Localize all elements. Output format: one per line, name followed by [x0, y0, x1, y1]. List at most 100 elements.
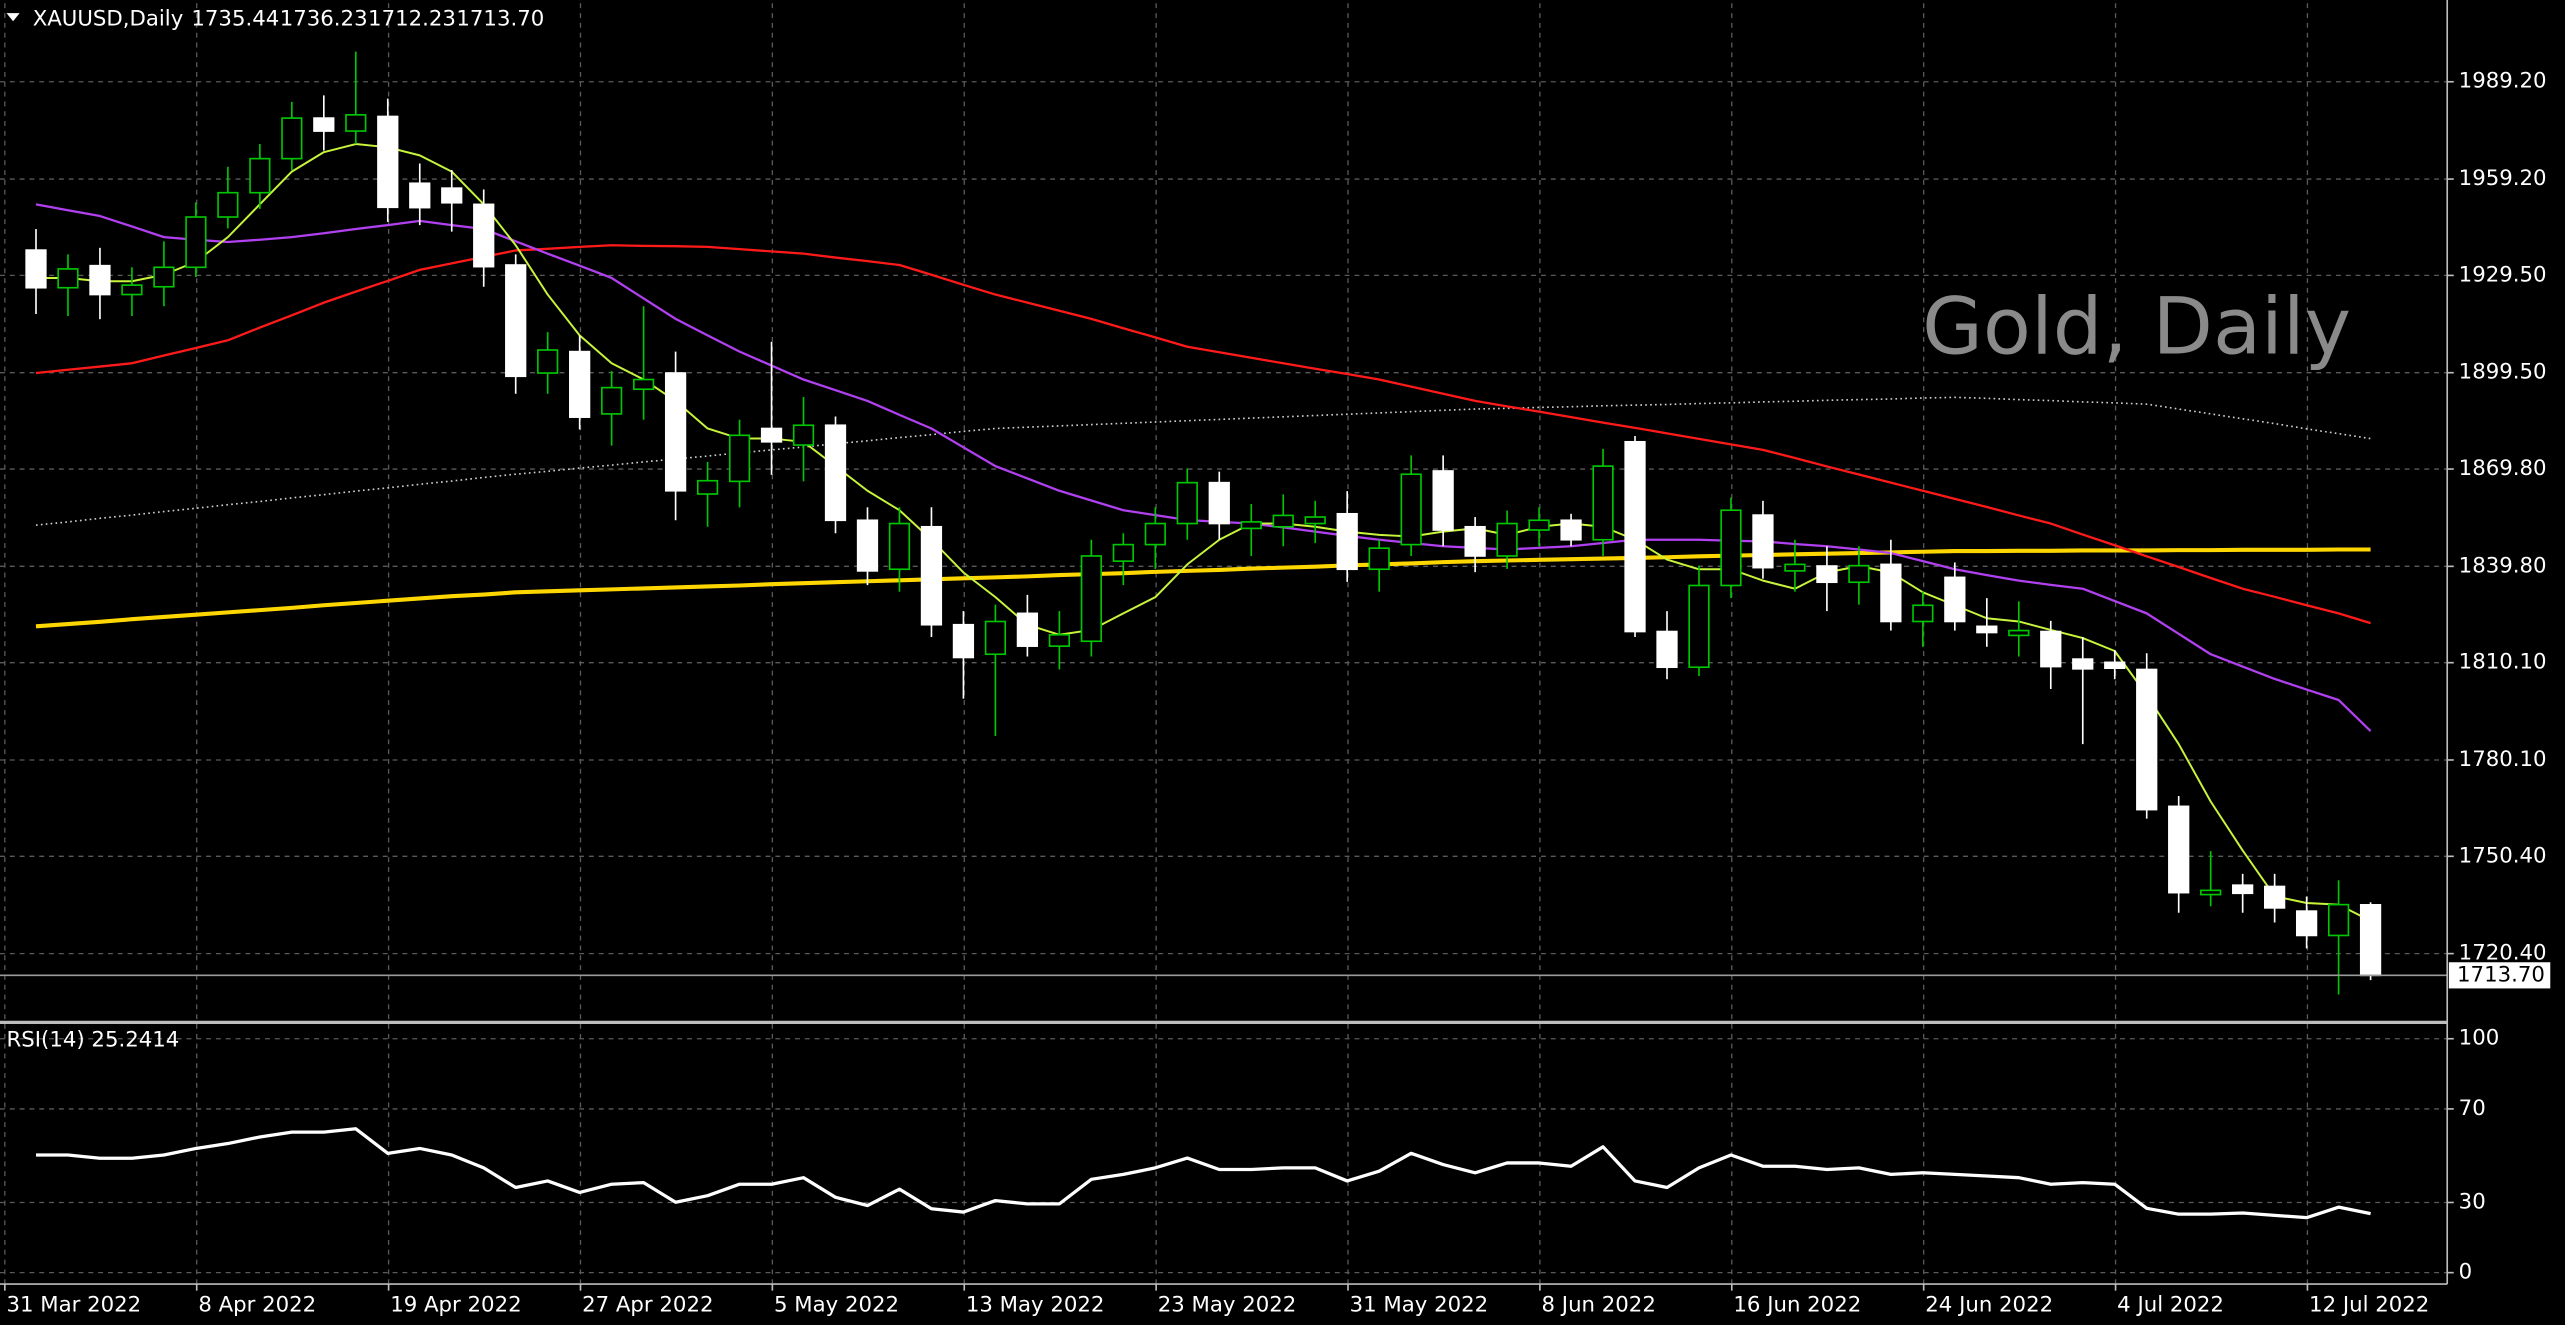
y-tick-label: 1780.10: [2459, 747, 2547, 772]
candle-body: [2295, 910, 2318, 937]
candle-body: [537, 349, 559, 374]
y-tick-label: 70: [2459, 1096, 2486, 1121]
candle-body: [1880, 563, 1902, 623]
candle-body: [25, 249, 47, 289]
candle-body: [441, 187, 463, 204]
menu-arrow[interactable]: [6, 13, 20, 22]
y-tick-label: 1899.50: [2459, 360, 2547, 385]
y-tick-label: 0: [2459, 1260, 2473, 1285]
candle-body: [1432, 470, 1454, 531]
candle-body: [1784, 563, 1806, 572]
x-tick-label: 31 May 2022: [1350, 1292, 1489, 1317]
candle-body: [1048, 633, 1071, 647]
moving-average: [35, 244, 2371, 625]
candle-body: [1496, 522, 1518, 557]
candle-body: [1688, 584, 1710, 669]
ohlc-label: 1735.44: [191, 7, 279, 32]
candle-body: [1400, 473, 1422, 546]
candle-body: [153, 266, 175, 288]
candle-body: [377, 115, 399, 209]
candle-body: [1176, 481, 1198, 525]
candle-body: [1144, 522, 1166, 546]
candle-body: [696, 479, 719, 495]
y-tick-label: 1839.80: [2459, 553, 2547, 578]
candle-body: [569, 350, 591, 418]
candle-body: [2327, 903, 2350, 937]
candle-body: [185, 216, 207, 269]
candle-body: [2232, 884, 2254, 895]
candle-body: [952, 623, 975, 659]
candle-body: [313, 117, 335, 132]
candle-body: [57, 268, 79, 289]
candle-body: [1368, 547, 1390, 571]
x-tick-label: 5 May 2022: [774, 1292, 899, 1317]
rsi-line: [35, 1127, 2371, 1220]
watermark: Gold, Daily: [1922, 281, 2351, 373]
x-tick-label: 4 Jul 2022: [2117, 1292, 2224, 1317]
y-tick-label: 100: [2459, 1026, 2500, 1051]
candle-body: [728, 434, 751, 483]
candle-body: [1528, 519, 1550, 531]
candle-body: [89, 264, 111, 296]
candle-body: [409, 182, 431, 209]
x-tick-label: 8 Jun 2022: [1542, 1292, 1656, 1317]
candle-body: [2200, 889, 2222, 896]
candle-body: [121, 284, 143, 296]
candle-body: [888, 522, 911, 571]
candle-body: [1752, 514, 1774, 569]
candle-body: [505, 264, 527, 378]
moving-average: [35, 547, 2371, 629]
last-price-box: [2448, 962, 2551, 989]
candle-body: [1272, 514, 1294, 528]
x-tick-label: 8 Apr 2022: [198, 1292, 316, 1317]
candle-body: [760, 427, 783, 443]
candle-body: [249, 157, 271, 194]
y-tick-label: 1959.20: [2459, 166, 2547, 191]
ohlc-label: 1736.23: [280, 7, 368, 32]
candle-body: [1464, 525, 1486, 557]
x-tick-label: 16 Jun 2022: [1733, 1292, 1861, 1317]
candle-body: [1944, 576, 1966, 623]
candle-body: [1624, 440, 1646, 633]
candle-body: [2136, 668, 2158, 811]
candle-body: [345, 114, 367, 132]
ohlc-label: 1713.70: [456, 7, 544, 32]
ohlc-label: 1712.23: [368, 7, 456, 32]
candle-body: [2168, 805, 2190, 894]
candle-body: [824, 424, 847, 522]
candle-body: [632, 378, 655, 391]
y-tick-label: 1750.40: [2459, 843, 2547, 868]
y-tick-label: 1869.80: [2459, 456, 2547, 481]
candle-body: [1816, 565, 1838, 584]
y-tick-label: 1929.50: [2459, 262, 2547, 287]
candle-body: [1208, 481, 1230, 525]
candle-body: [1016, 612, 1039, 647]
x-tick-label: 31 Mar 2022: [6, 1292, 141, 1317]
x-tick-label: 12 Jul 2022: [2309, 1292, 2429, 1317]
candle-body: [1240, 521, 1262, 530]
candle-body: [473, 203, 495, 268]
candle-body: [1912, 604, 1934, 623]
candle-body: [1336, 512, 1358, 571]
candle-body: [920, 525, 943, 626]
candle-body: [2040, 630, 2062, 668]
candle-body: [1656, 630, 1678, 669]
candle-body: [2008, 629, 2030, 637]
candle-body: [1976, 625, 1998, 634]
candle-body: [2264, 885, 2286, 909]
candle-body: [2359, 904, 2382, 977]
marks-layer: [0, 51, 2448, 1220]
x-tick-label: 27 Apr 2022: [582, 1292, 713, 1317]
candle-body: [1720, 509, 1742, 587]
y-tick-label: 1989.20: [2459, 69, 2547, 94]
candle-body: [601, 386, 623, 415]
moving-average: [35, 203, 2372, 732]
y-tick-label: 1810.10: [2459, 650, 2547, 675]
candle-body: [2104, 661, 2126, 670]
symbol-label: XAUUSD,Daily: [33, 7, 184, 32]
candle-body: [792, 424, 815, 446]
x-tick-label: 23 May 2022: [1158, 1292, 1297, 1317]
y-tick-label: 30: [2459, 1189, 2486, 1214]
